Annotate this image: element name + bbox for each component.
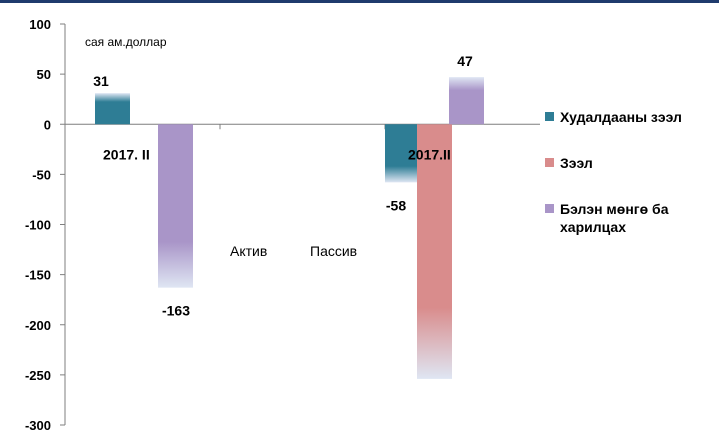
y-tick-label: 50: [37, 67, 51, 82]
data-label: -58: [386, 197, 406, 213]
y-tick-label: -150: [25, 268, 51, 283]
legend-item: Худалдааны зээл: [545, 108, 719, 126]
legend-swatch: [545, 112, 554, 121]
legend-item: Зээл: [545, 154, 719, 172]
bar-aktiv-series-0: [95, 93, 130, 125]
top-rule: [0, 0, 719, 3]
data-label: 31: [93, 73, 109, 89]
legend-label: Худалдааны зээл: [560, 109, 682, 125]
period-label-passiv: 2017.II: [408, 146, 451, 162]
legend-swatch: [545, 158, 554, 167]
y-tick-label: 0: [44, 117, 51, 132]
legend-item: Бэлэн мөнгө ба харилцах: [545, 200, 719, 236]
y-tick-label: -50: [32, 167, 51, 182]
y-tick-label: -100: [25, 218, 51, 233]
period-label-aktiv: 2017. II: [103, 146, 150, 162]
legend-label: Зээл: [560, 155, 593, 171]
legend-label: Бэлэн мөнгө ба харилцах: [560, 201, 669, 235]
bar-passiv-series-0: [385, 124, 420, 183]
y-tick-label: -200: [25, 318, 51, 333]
y-tick-label: -250: [25, 368, 51, 383]
legend-swatch: [545, 204, 554, 213]
unit-label: сая ам.доллар: [85, 35, 167, 49]
data-label: 47: [457, 53, 473, 69]
category-label-aktiv: Актив: [230, 243, 267, 259]
category-label-passiv: Пассив: [310, 243, 357, 259]
data-label: -163: [162, 303, 190, 319]
y-tick-label: -300: [25, 418, 51, 430]
chart-legend: Худалдааны зээл Зээл Бэлэн мөнгө ба харилц…: [545, 108, 719, 264]
bar-passiv-series-2: [449, 77, 484, 125]
bar-passiv-series-1: [417, 124, 452, 379]
bar-aktiv-series-2: [158, 124, 193, 288]
bar-chart: 100 50 0 -50 -100 -150 -200 -250 -300 сая ам.долл…: [25, 17, 540, 430]
y-tick-label: 100: [29, 17, 51, 32]
